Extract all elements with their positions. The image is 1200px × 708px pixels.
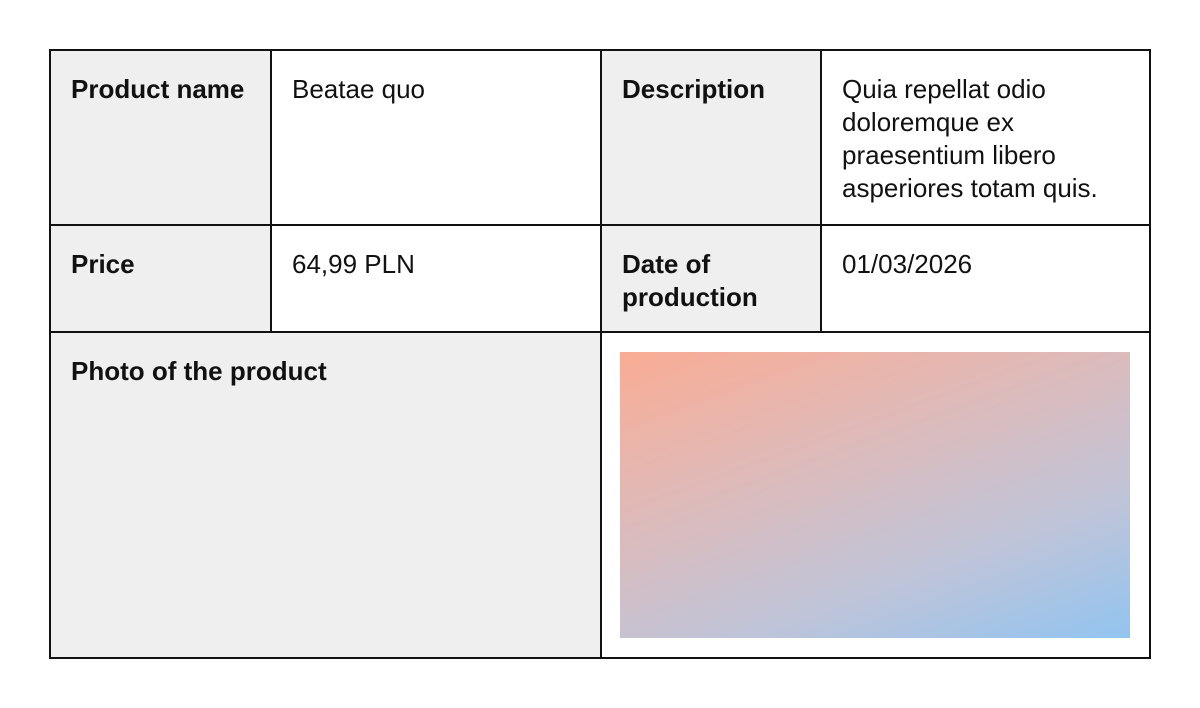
price-label: Price xyxy=(51,226,270,331)
description-label: Description xyxy=(602,51,820,224)
price-value: 64,99 PLN xyxy=(272,226,600,331)
date-of-production-label: Date of production xyxy=(602,226,820,331)
product-name-value: Beatae quo xyxy=(272,51,600,224)
product-photo-image xyxy=(620,352,1130,638)
photo-label: Photo of the product xyxy=(51,333,600,657)
column-divider xyxy=(600,51,602,657)
product-details-table: Product name Beatae quo Description Quia… xyxy=(49,49,1151,659)
column-divider xyxy=(270,51,272,331)
column-divider xyxy=(820,51,822,331)
description-value: Quia repellat odio doloremque ex praesen… xyxy=(822,51,1149,224)
product-name-label: Product name xyxy=(51,51,270,224)
date-of-production-value: 01/03/2026 xyxy=(822,226,1149,331)
